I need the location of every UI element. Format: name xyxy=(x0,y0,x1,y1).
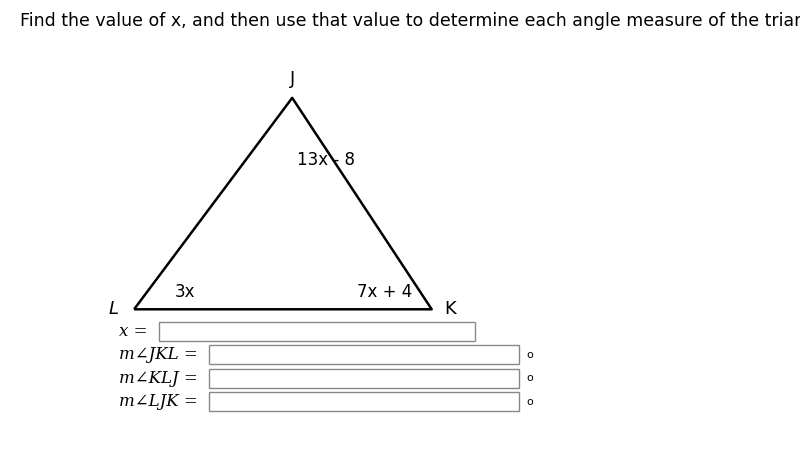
Text: m∠JKL =: m∠JKL = xyxy=(118,346,198,363)
Text: 13x - 8: 13x - 8 xyxy=(297,151,355,169)
Text: o: o xyxy=(526,350,533,360)
Text: K: K xyxy=(444,300,456,318)
Text: J: J xyxy=(290,70,295,89)
Bar xyxy=(209,368,518,388)
Text: o: o xyxy=(526,373,533,383)
Text: L: L xyxy=(109,300,118,318)
Bar xyxy=(209,345,518,365)
Text: m∠LJK =: m∠LJK = xyxy=(118,393,198,410)
Text: x =: x = xyxy=(118,323,147,340)
Text: Find the value of x, and then use that value to determine each angle measure of : Find the value of x, and then use that v… xyxy=(20,12,800,30)
Text: 3x: 3x xyxy=(174,284,195,301)
Bar xyxy=(209,392,518,411)
Text: m∠KLJ =: m∠KLJ = xyxy=(118,370,198,387)
Text: 7x + 4: 7x + 4 xyxy=(358,284,413,301)
Bar xyxy=(159,321,475,341)
Text: o: o xyxy=(526,397,533,407)
